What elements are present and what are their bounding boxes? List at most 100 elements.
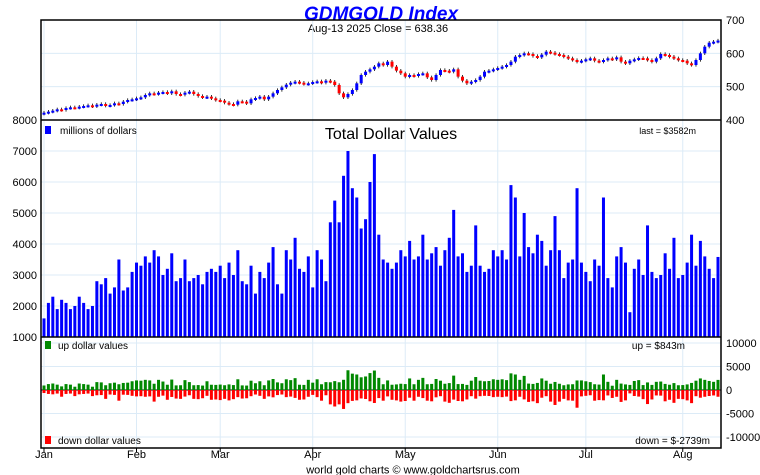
volume-bar <box>637 259 641 337</box>
up-bar <box>544 380 548 390</box>
volume-bar <box>390 268 394 337</box>
up-bar <box>306 379 310 390</box>
volume-bar <box>716 256 720 337</box>
price-candle <box>553 52 557 55</box>
down-bar <box>637 390 641 397</box>
month-label: Jan <box>35 449 53 461</box>
price-candle <box>518 55 522 57</box>
volume-bar <box>646 225 650 337</box>
volume-bar <box>302 271 306 337</box>
price-candle <box>668 55 672 57</box>
down-bar <box>196 390 200 400</box>
down-bar <box>99 390 103 396</box>
down-bar <box>456 390 460 401</box>
down-bar <box>566 390 570 401</box>
up-bar <box>218 384 222 390</box>
price-candle <box>236 101 240 105</box>
up-bar <box>209 384 213 390</box>
volume-bar <box>42 318 46 337</box>
down-bar <box>447 390 451 403</box>
up-bar <box>284 379 288 390</box>
volume-bar <box>685 262 689 337</box>
volume-bar <box>342 175 346 337</box>
down-bar <box>130 390 134 396</box>
price-candle <box>434 75 438 80</box>
up-bar <box>496 379 500 390</box>
volume-bar <box>707 268 711 337</box>
price-candle <box>324 80 328 83</box>
price-candle <box>372 66 376 70</box>
down-bar <box>112 390 116 395</box>
down-bar <box>201 390 205 399</box>
volume-tick-label: 7000 <box>13 146 37 158</box>
down-bar <box>227 390 231 401</box>
up-bar <box>293 378 297 390</box>
volume-bar <box>650 271 654 337</box>
price-candle <box>364 71 368 75</box>
price-candle <box>593 58 597 61</box>
up-bar <box>694 380 698 390</box>
up-bar <box>606 381 610 390</box>
up-bar <box>566 384 570 390</box>
down-bar <box>513 390 517 401</box>
price-candle <box>716 40 720 43</box>
up-bar <box>615 379 619 390</box>
down-bar <box>377 390 381 399</box>
volume-bar <box>231 275 235 337</box>
up-bar <box>421 377 425 390</box>
down-bar <box>205 390 209 396</box>
price-candle <box>513 56 517 62</box>
price-candle <box>478 76 482 80</box>
volume-bar <box>668 268 672 337</box>
down-bar <box>236 390 240 398</box>
down-bar <box>51 390 55 395</box>
price-candle <box>685 60 689 64</box>
price-candle <box>289 82 293 85</box>
price-candle <box>438 70 442 75</box>
price-candle <box>646 58 650 61</box>
volume-bar <box>258 271 262 337</box>
up-bar <box>112 382 116 390</box>
volume-bar <box>152 250 156 337</box>
up-bar <box>527 383 531 390</box>
up-bar <box>161 381 165 390</box>
price-candle <box>430 77 434 80</box>
up-bar <box>623 384 627 390</box>
up-bar <box>68 384 72 390</box>
volume-bar <box>557 250 561 337</box>
price-candle <box>650 60 654 62</box>
down-bar <box>619 390 623 402</box>
volume-tick-label: 5000 <box>13 208 37 220</box>
down-bar <box>416 390 420 397</box>
down-bar <box>623 390 627 401</box>
up-bar <box>77 383 81 390</box>
down-bar <box>298 390 302 400</box>
volume-tick-label: 2000 <box>13 301 37 313</box>
down-bar <box>571 390 575 401</box>
price-candle <box>698 53 702 60</box>
up-bar <box>562 385 566 390</box>
price-candle <box>659 54 663 59</box>
price-candle <box>496 68 500 70</box>
up-bar <box>632 380 636 390</box>
volume-bar <box>703 256 707 337</box>
volume-bar <box>280 293 284 337</box>
volume-bar <box>60 299 64 337</box>
down-bar <box>584 390 588 396</box>
volume-bar <box>496 256 500 337</box>
down-bar <box>443 390 447 402</box>
volume-bar <box>245 284 249 337</box>
price-candle <box>231 104 235 106</box>
volume-bar <box>474 225 478 337</box>
volume-bar <box>491 250 495 337</box>
down-bar <box>121 390 125 395</box>
price-candle <box>672 56 676 59</box>
up-bar <box>201 385 205 390</box>
price-candle <box>218 100 222 102</box>
price-candle <box>112 103 116 106</box>
up-bar <box>90 386 94 390</box>
volume-bar <box>271 247 275 337</box>
price-candle <box>77 106 81 109</box>
price-candle <box>139 97 143 100</box>
volume-bar <box>253 293 257 337</box>
